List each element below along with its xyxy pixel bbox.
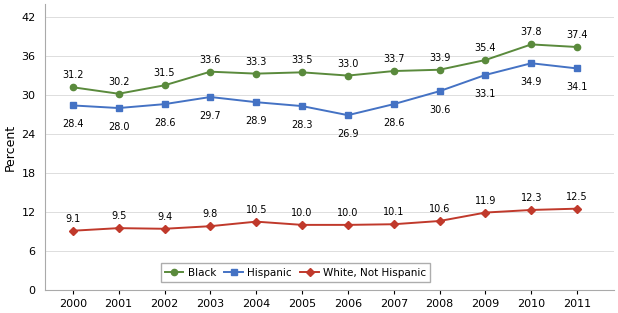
Text: 34.9: 34.9: [520, 77, 542, 87]
Text: 28.0: 28.0: [108, 122, 129, 132]
White, Not Hispanic: [390, 222, 397, 226]
Text: 33.7: 33.7: [383, 54, 405, 64]
Black: [161, 84, 168, 87]
White, Not Hispanic: [482, 211, 489, 214]
Hispanic: [574, 67, 581, 70]
Text: 31.5: 31.5: [154, 68, 176, 78]
Text: 35.4: 35.4: [475, 43, 496, 53]
White, Not Hispanic: [436, 219, 443, 223]
Text: 29.7: 29.7: [200, 111, 221, 121]
Hispanic: [528, 61, 535, 65]
Text: 11.9: 11.9: [475, 196, 496, 206]
Text: 33.3: 33.3: [245, 57, 267, 67]
Hispanic: [69, 104, 77, 107]
Hispanic: [253, 100, 260, 104]
Text: 28.4: 28.4: [62, 119, 83, 129]
Text: 12.3: 12.3: [520, 193, 542, 203]
Black: [482, 58, 489, 62]
Legend: Black, Hispanic, White, Not Hispanic: Black, Hispanic, White, Not Hispanic: [161, 264, 430, 282]
White, Not Hispanic: [344, 223, 352, 227]
Y-axis label: Percent: Percent: [4, 123, 17, 171]
Black: [253, 72, 260, 75]
Black: [528, 43, 535, 46]
White, Not Hispanic: [206, 224, 214, 228]
Text: 9.4: 9.4: [157, 212, 172, 222]
Black: [574, 45, 581, 49]
Text: 26.9: 26.9: [337, 129, 358, 139]
Text: 33.0: 33.0: [337, 59, 358, 69]
Hispanic: [344, 113, 352, 117]
Text: 33.9: 33.9: [429, 53, 451, 63]
White, Not Hispanic: [69, 229, 77, 233]
Black: [390, 69, 397, 73]
Text: 9.5: 9.5: [111, 211, 126, 221]
Line: White, Not Hispanic: White, Not Hispanic: [70, 206, 580, 234]
Text: 31.2: 31.2: [62, 70, 83, 80]
Black: [344, 74, 352, 77]
Text: 37.4: 37.4: [567, 30, 588, 40]
Text: 30.2: 30.2: [108, 77, 129, 87]
Black: [115, 92, 122, 96]
Hispanic: [436, 89, 443, 93]
Text: 33.1: 33.1: [475, 89, 496, 99]
Text: 28.3: 28.3: [291, 120, 313, 130]
White, Not Hispanic: [298, 223, 306, 227]
Text: 10.0: 10.0: [291, 208, 313, 218]
Text: 9.8: 9.8: [203, 209, 218, 219]
Black: [69, 85, 77, 89]
Text: 33.6: 33.6: [200, 55, 221, 65]
Black: [206, 70, 214, 74]
Line: Black: Black: [70, 41, 580, 97]
Text: 28.6: 28.6: [383, 118, 405, 128]
White, Not Hispanic: [115, 226, 122, 230]
Text: 10.0: 10.0: [337, 208, 358, 218]
Text: 12.5: 12.5: [566, 192, 588, 202]
Hispanic: [206, 95, 214, 99]
Text: 10.5: 10.5: [245, 205, 267, 215]
Text: 37.8: 37.8: [520, 28, 542, 38]
White, Not Hispanic: [528, 208, 535, 212]
Text: 10.6: 10.6: [429, 204, 451, 214]
Text: 28.9: 28.9: [245, 116, 267, 126]
Black: [298, 70, 306, 74]
White, Not Hispanic: [253, 220, 260, 223]
White, Not Hispanic: [161, 227, 168, 231]
Hispanic: [115, 106, 122, 110]
White, Not Hispanic: [574, 207, 581, 211]
Text: 30.6: 30.6: [429, 105, 451, 115]
Text: 33.5: 33.5: [291, 55, 313, 65]
Hispanic: [161, 102, 168, 106]
Hispanic: [298, 104, 306, 108]
Black: [436, 68, 443, 72]
Line: Hispanic: Hispanic: [70, 60, 580, 118]
Text: 34.1: 34.1: [567, 82, 588, 92]
Text: 9.1: 9.1: [65, 214, 80, 224]
Hispanic: [482, 73, 489, 77]
Text: 28.6: 28.6: [154, 118, 176, 128]
Hispanic: [390, 102, 397, 106]
Text: 10.1: 10.1: [383, 207, 404, 217]
